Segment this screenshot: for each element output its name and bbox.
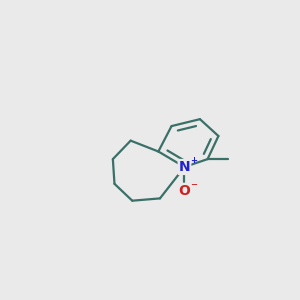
Text: N: N [179,160,190,174]
Text: O: O [178,184,190,198]
Text: −: − [190,180,197,189]
Text: +: + [190,156,197,165]
